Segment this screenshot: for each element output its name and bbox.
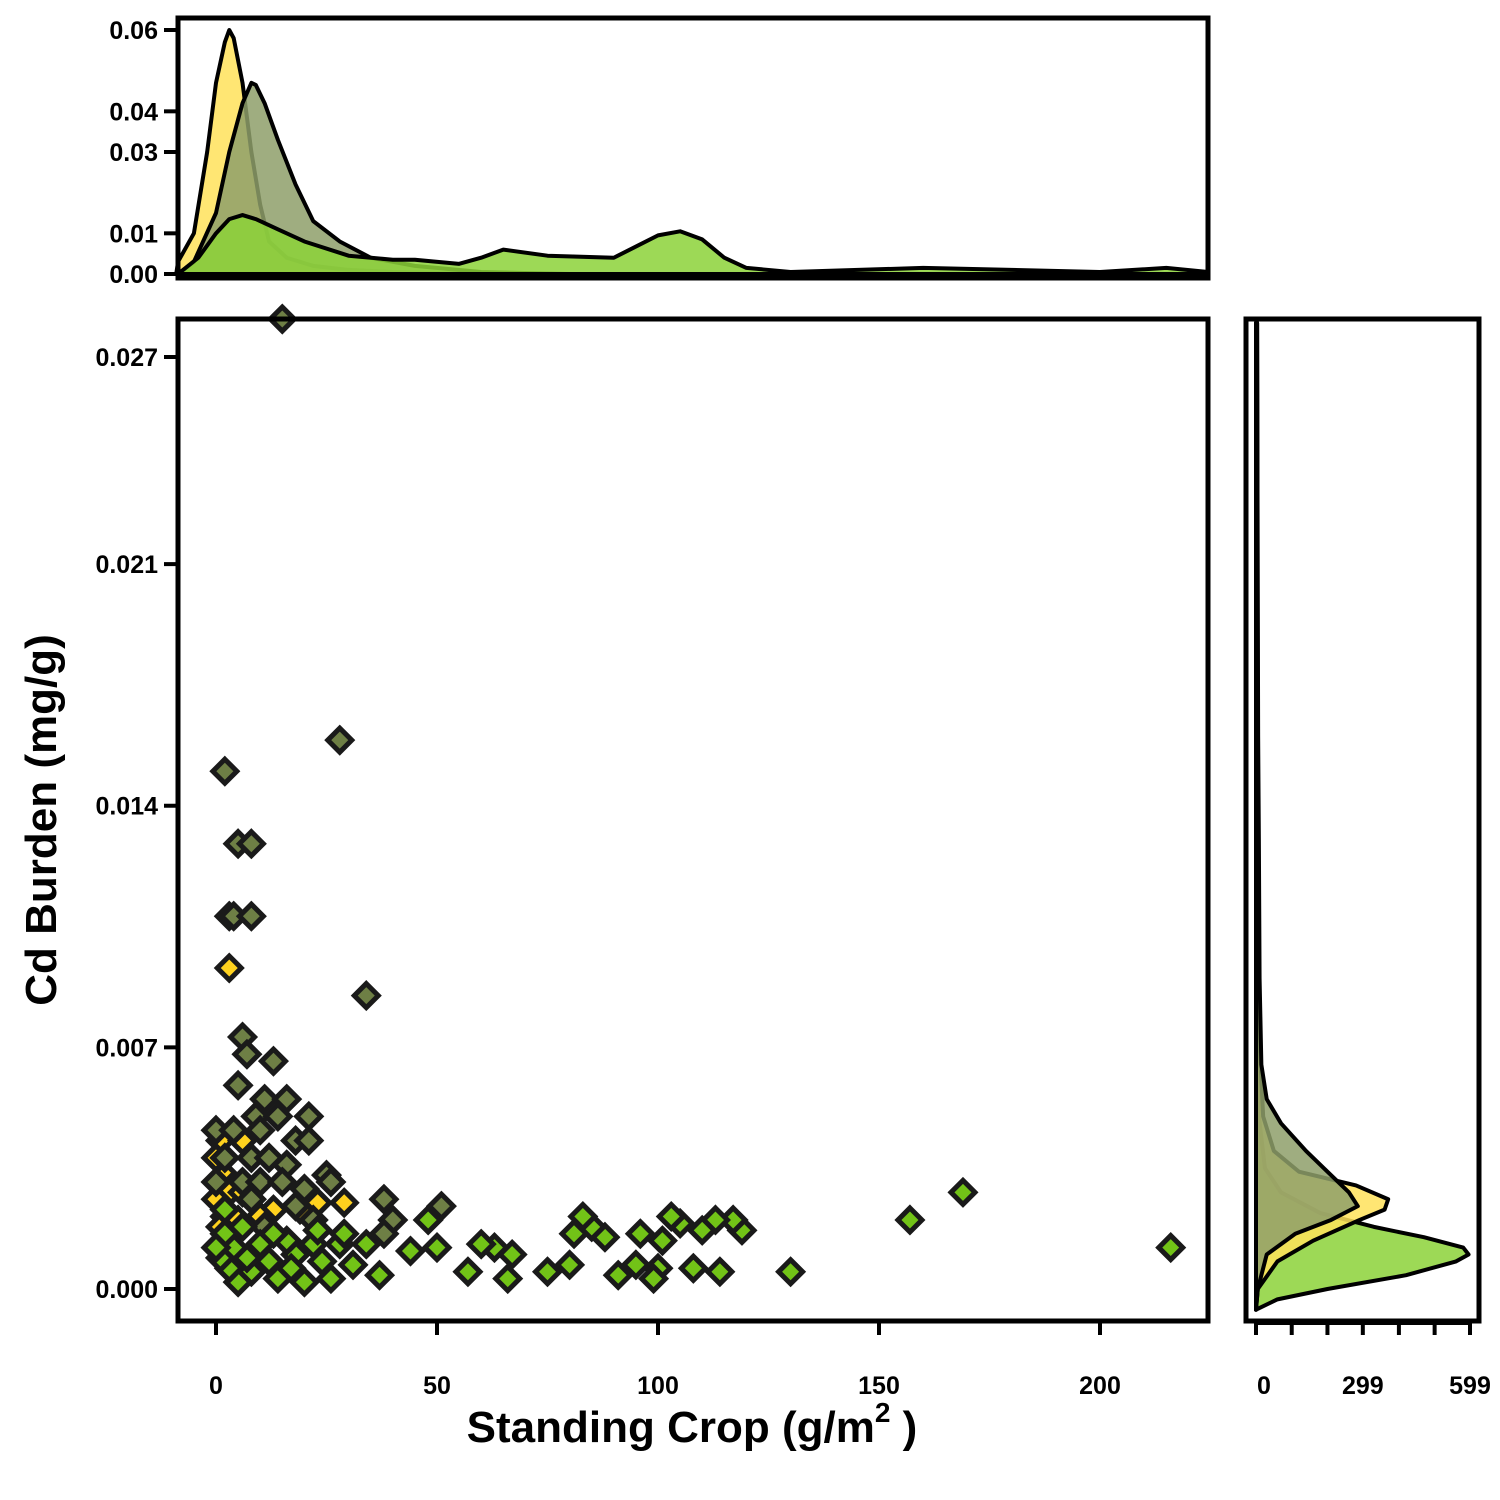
scatter-point: [421, 1232, 453, 1264]
scatter-point: [492, 1263, 524, 1295]
right-x-axis: 0 299 599: [1254, 1321, 1491, 1400]
y-tick-label: 0.021: [95, 551, 158, 579]
scatter-point: [620, 1249, 652, 1281]
scatter-point: [328, 1218, 360, 1250]
scatter-point: [364, 1259, 396, 1291]
top-density-areas: [174, 28, 1210, 276]
x-tick-label: 50: [423, 1372, 451, 1400]
scatter-point: [257, 1045, 289, 1077]
right-x-tick-label: 599: [1449, 1372, 1491, 1400]
scatter-point: [213, 952, 245, 984]
scatter-point: [646, 1225, 678, 1257]
scatter-point: [531, 1256, 564, 1288]
x-tick-label: 0: [209, 1372, 223, 1400]
scatter-point: [368, 1218, 400, 1250]
top-y-tick-label: 0.00: [109, 261, 158, 289]
y-axis-title: Cd Burden (mg/g): [17, 634, 66, 1006]
scatter-point: [394, 1235, 427, 1267]
scatter-panel: 0.000 0.007 0.014 0.021 0.027 0 50 100 150 200: [95, 303, 1211, 1400]
scatter-point: [638, 1263, 670, 1295]
x-tick-label: 150: [858, 1372, 900, 1400]
scatter-point: [200, 1232, 232, 1264]
top-density-area: [174, 213, 1210, 276]
scatter-point: [315, 1166, 347, 1198]
scatter-point: [452, 1256, 484, 1288]
y-tick-label: 0.007: [95, 1034, 158, 1062]
scatter-point: [257, 1218, 289, 1250]
scatter-point: [235, 1183, 267, 1215]
scatter-point: [412, 1204, 444, 1236]
y-tick-label: 0.000: [95, 1276, 158, 1304]
scatter-point: [677, 1252, 709, 1284]
right-density-areas: [1254, 321, 1471, 1312]
scatter-point: [218, 1114, 250, 1146]
top-y-tick-label: 0.03: [109, 139, 158, 167]
right-x-tick-label: 0: [1257, 1372, 1271, 1400]
top-density-panel: 0.00 0.01 0.03 0.04 0.06: [109, 15, 1211, 289]
right-x-tick-label: 299: [1342, 1372, 1384, 1400]
top-y-axis: 0.00 0.01 0.03 0.04 0.06: [109, 17, 178, 289]
top-y-tick-label: 0.06: [109, 17, 158, 45]
scatter-point: [262, 1100, 294, 1132]
scatter-point: [280, 1190, 312, 1222]
scatter-point: [209, 755, 241, 787]
y-tick-label: 0.027: [95, 344, 158, 372]
scatter-point: [302, 1214, 334, 1246]
scatter-point: [947, 1176, 979, 1208]
scatter-point: [602, 1259, 634, 1291]
scatter-point: [231, 1038, 263, 1070]
scatter-point: [465, 1228, 497, 1260]
top-y-tick-label: 0.04: [109, 98, 158, 126]
x-tick-label: 200: [1079, 1372, 1121, 1400]
scatter-point: [266, 1166, 298, 1198]
right-density-panel: 0 299 599: [1243, 316, 1491, 1400]
x-axis-title: Standing Crop (g/m2 ): [467, 1397, 918, 1452]
scatter-point: [209, 1142, 241, 1174]
scatter-point: [1155, 1232, 1187, 1264]
scatter-point: [350, 1228, 382, 1260]
scatter-point: [554, 1249, 586, 1281]
scatter-point: [235, 900, 267, 932]
scatter-point: [558, 1218, 590, 1250]
scatter-point: [624, 1218, 656, 1250]
scatter-point: [368, 1183, 400, 1215]
scatter-point: [337, 1249, 369, 1281]
scatter-point: [209, 1194, 241, 1226]
scatter-panel-frame: [175, 316, 1211, 1324]
scatter-point: [324, 724, 356, 756]
scatter-point: [894, 1204, 926, 1236]
scatter-point: [655, 1200, 687, 1233]
scatter-point: [222, 1069, 254, 1101]
scatter-point: [686, 1214, 718, 1246]
scatter-point: [226, 1211, 259, 1243]
y-tick-label: 0.014: [95, 793, 158, 821]
top-panel-frame: [175, 15, 1211, 281]
scatter-point: [235, 828, 267, 860]
scatter-points: [200, 303, 1187, 1298]
scatter-point: [704, 1256, 736, 1288]
top-y-tick-label: 0.01: [109, 220, 158, 248]
right-density-area: [1254, 321, 1360, 1312]
x-tick-label: 100: [637, 1372, 679, 1400]
y-axis: 0.000 0.007 0.014 0.021 0.027: [95, 344, 178, 1304]
scatter-point: [200, 1166, 232, 1198]
x-axis: 0 50 100 150 200: [209, 1321, 1121, 1400]
scatter-point: [244, 1114, 276, 1146]
scatter-point: [328, 1187, 360, 1219]
scatter-point: [775, 1256, 807, 1288]
scatter-point: [350, 980, 382, 1012]
scatter-point: [275, 1252, 307, 1284]
scatter-point: [293, 1125, 325, 1157]
scatter-point: [293, 1100, 325, 1132]
